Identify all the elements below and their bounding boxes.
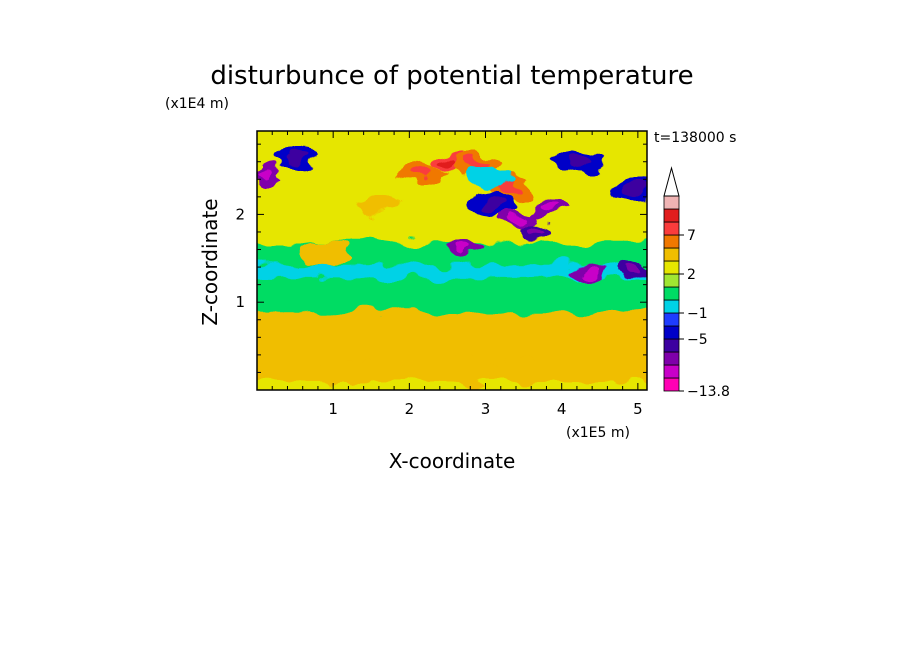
x-tick-label: 3 (481, 400, 491, 418)
field-feature-core (408, 168, 433, 181)
field-feature-core (481, 199, 506, 212)
colorbar-segment (663, 260, 680, 275)
plot-frame (256, 130, 648, 391)
time-label: t=138000 s (654, 130, 736, 146)
y-tick-label: 2 (235, 205, 245, 223)
x-tick-label: 2 (405, 400, 415, 418)
x-unit-label: (x1E5 m) (566, 425, 630, 441)
field-feature (465, 168, 514, 191)
colorbar-segment (663, 325, 680, 340)
field-feature (301, 242, 350, 266)
colorbar-segment (663, 208, 680, 223)
y-axis-label: Z-coordinate (198, 198, 222, 325)
x-tick-label: 5 (633, 400, 643, 418)
colorbar-label: −1 (687, 306, 708, 322)
x-axis: 1 2 3 4 5 (271, 131, 643, 418)
field-feature-core (622, 182, 647, 195)
colorbar-segment (663, 286, 680, 301)
y-axis: 12 (235, 143, 647, 373)
x-axis-label: X-coordinate (389, 449, 516, 473)
colorbar-segment (663, 221, 680, 236)
field-band (257, 357, 647, 382)
colorbar: 7 2 −1 −5 −13.8 (663, 166, 730, 400)
field-feature-core (455, 243, 473, 253)
field-band (257, 335, 647, 362)
colorbar-segment (663, 273, 680, 288)
field-feature (351, 339, 400, 362)
field-feature (453, 336, 502, 360)
x-tick-label: 4 (557, 400, 567, 418)
colorbar-label: 7 (687, 228, 696, 244)
colorbar-extend-arrow (663, 166, 680, 197)
field-band (257, 260, 647, 278)
field-feature (354, 194, 403, 217)
field-band (257, 131, 647, 243)
colorbar-segment (663, 234, 680, 249)
field-feature-core (257, 170, 275, 180)
colorbar-segment (663, 312, 680, 327)
colorbar-segment (663, 195, 680, 210)
colorbar-segment (663, 364, 680, 379)
y-unit-label: (x1E4 m) (165, 96, 229, 112)
colorbar-segment (663, 299, 680, 314)
colorbar-label: −5 (687, 332, 708, 348)
chart-title: disturbunce of potential temperature (210, 61, 693, 91)
colorbar-segment (663, 247, 680, 262)
field-feature-core (568, 155, 593, 168)
colorbar-label: −13.8 (687, 384, 730, 400)
field-feature-core (438, 155, 457, 165)
colorbar-segment (663, 351, 680, 366)
contour-field (257, 131, 647, 390)
field-feature-core (537, 205, 556, 215)
field-feature-core (283, 151, 308, 164)
field-feature-core (625, 262, 643, 272)
field-feature-core (510, 214, 529, 224)
colorbar-segment (663, 377, 680, 392)
y-tick-label: 1 (235, 293, 245, 311)
field-feature-core (526, 227, 544, 237)
field-feature-core (581, 267, 600, 276)
colorbar-label: 2 (687, 267, 696, 283)
x-tick-label: 1 (328, 400, 338, 418)
colorbar-segment (663, 338, 680, 353)
field-band (257, 307, 647, 340)
